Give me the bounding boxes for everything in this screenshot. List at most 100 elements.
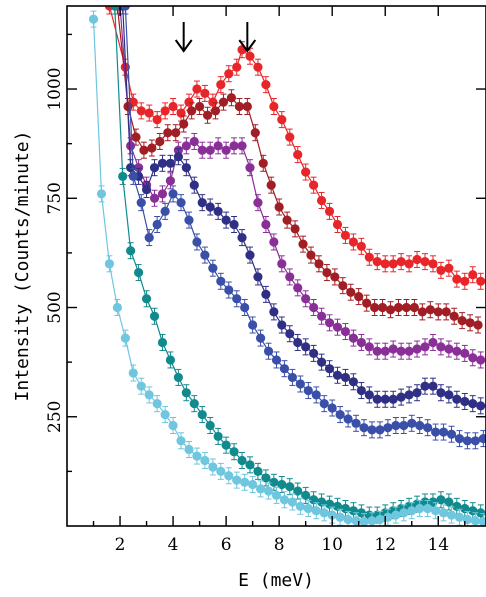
- data-point: [213, 141, 223, 151]
- data-point: [187, 106, 197, 116]
- data-point: [444, 497, 454, 507]
- data-point: [470, 516, 480, 526]
- data-point: [271, 490, 282, 501]
- data-point: [319, 508, 329, 518]
- data-point: [165, 355, 176, 365]
- data-point: [189, 180, 199, 190]
- data-point: [165, 158, 176, 168]
- data-point: [322, 267, 332, 278]
- data-point: [213, 431, 223, 442]
- data-point: [258, 158, 268, 168]
- data-point: [385, 305, 396, 315]
- data-point: [110, 6, 120, 11]
- data-point: [224, 471, 234, 481]
- data-point: [346, 287, 356, 297]
- data-point: [364, 342, 374, 352]
- data-point: [245, 250, 255, 260]
- data-point: [359, 517, 369, 526]
- data-point: [285, 329, 295, 339]
- x-tick-label: 14: [427, 535, 449, 555]
- data-point: [316, 357, 327, 367]
- data-point: [436, 388, 446, 398]
- data-point: [277, 479, 287, 490]
- data-point: [354, 291, 364, 302]
- data-point: [332, 370, 343, 380]
- data-point: [293, 283, 303, 293]
- data-point: [277, 320, 287, 330]
- data-point: [181, 388, 191, 398]
- x-tick-label: 10: [321, 535, 343, 555]
- series-1: [104, 6, 486, 290]
- data-point: [293, 337, 303, 348]
- series-5: [120, 6, 486, 450]
- data-point: [171, 128, 181, 138]
- data-point: [319, 399, 329, 409]
- y-tick-label: 750: [45, 182, 65, 214]
- data-point: [362, 298, 372, 308]
- data-point: [452, 346, 462, 356]
- data-point: [396, 346, 406, 356]
- data-point: [311, 506, 321, 516]
- y-axis: 250 500 750 1000: [45, 33, 486, 473]
- data-point: [120, 6, 130, 11]
- data-point: [388, 259, 398, 269]
- data-point: [229, 141, 239, 151]
- data-point: [216, 276, 226, 286]
- data-point: [274, 202, 284, 212]
- data-point: [330, 272, 340, 282]
- data-point: [176, 108, 186, 118]
- data-point: [348, 506, 359, 516]
- data-point: [420, 381, 430, 391]
- data-point: [340, 230, 351, 241]
- data-point: [160, 206, 170, 216]
- data-point: [88, 14, 99, 24]
- data-point: [356, 385, 366, 396]
- data-point: [301, 167, 311, 177]
- data-point: [152, 219, 162, 230]
- data-point: [460, 503, 470, 514]
- data-point: [155, 136, 165, 147]
- data-point: [412, 388, 422, 398]
- data-point: [438, 427, 449, 437]
- data-point: [399, 420, 409, 431]
- data-point: [446, 510, 457, 520]
- data-point: [245, 163, 255, 173]
- data-point: [388, 344, 398, 354]
- data-point: [176, 436, 186, 446]
- data-point: [253, 272, 263, 282]
- data-point: [141, 294, 152, 304]
- data-point: [446, 429, 457, 439]
- data-point: [375, 514, 385, 525]
- data-point: [152, 399, 162, 409]
- data-point: [356, 337, 366, 348]
- data-point: [367, 516, 377, 526]
- data-point: [197, 145, 207, 155]
- data-point: [147, 143, 157, 153]
- data-point: [428, 381, 438, 391]
- data-point: [253, 466, 263, 476]
- data-point: [409, 302, 419, 313]
- data-point: [460, 396, 470, 407]
- data-point: [468, 270, 478, 280]
- data-point: [157, 189, 168, 199]
- x-tick-label: 12: [374, 535, 396, 555]
- data-point: [205, 420, 215, 431]
- data-point: [309, 495, 319, 505]
- data-point: [160, 106, 170, 116]
- data-point: [303, 503, 313, 514]
- data-point: [245, 51, 255, 61]
- data-point: [476, 401, 486, 411]
- data-point: [282, 215, 292, 225]
- data-point: [232, 294, 242, 304]
- data-point: [478, 517, 486, 526]
- data-point: [261, 473, 271, 483]
- data-point: [112, 302, 122, 313]
- data-point: [431, 506, 441, 516]
- data-point: [460, 348, 470, 358]
- data-point: [184, 444, 194, 455]
- data-point: [332, 322, 343, 332]
- data-point: [380, 346, 390, 356]
- data-point: [141, 184, 152, 195]
- data-point: [261, 289, 271, 300]
